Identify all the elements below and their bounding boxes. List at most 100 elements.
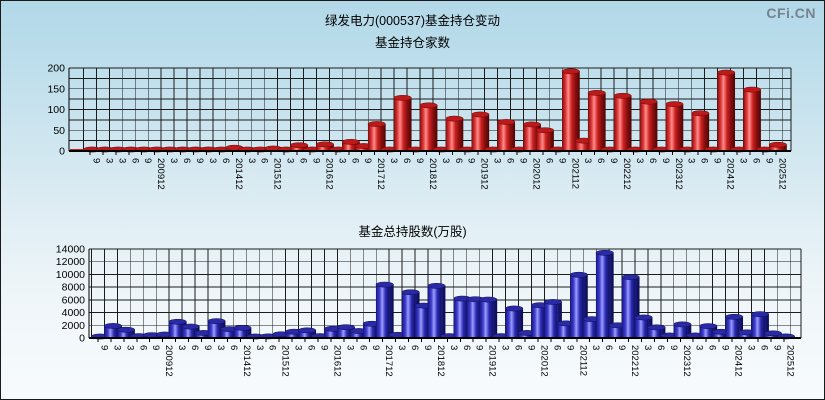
svg-text:6: 6 — [349, 158, 360, 163]
svg-text:3: 3 — [694, 345, 705, 350]
svg-text:9: 9 — [150, 345, 161, 350]
svg-text:3: 3 — [642, 345, 653, 350]
svg-text:9: 9 — [370, 345, 381, 350]
svg-text:200912: 200912 — [155, 158, 166, 190]
chart-bar — [717, 69, 736, 151]
svg-text:3: 3 — [388, 158, 399, 163]
svg-text:9: 9 — [474, 345, 485, 350]
svg-text:202312: 202312 — [673, 158, 684, 190]
page-title: 绿发电力(000537)基金持仓变动 — [324, 14, 501, 28]
svg-text:201812: 201812 — [427, 158, 438, 190]
svg-text:6: 6 — [401, 158, 412, 163]
svg-text:201712: 201712 — [383, 345, 394, 377]
svg-text:202012: 202012 — [538, 345, 549, 377]
svg-text:3: 3 — [634, 158, 645, 163]
svg-text:3: 3 — [396, 345, 407, 350]
svg-text:6: 6 — [137, 345, 148, 350]
svg-text:6: 6 — [409, 345, 420, 350]
svg-text:201812: 201812 — [435, 345, 446, 377]
svg-text:6: 6 — [513, 345, 524, 350]
svg-text:202212: 202212 — [629, 345, 640, 377]
svg-text:150: 150 — [47, 83, 65, 95]
svg-text:6: 6 — [181, 158, 192, 163]
svg-text:9: 9 — [763, 158, 774, 163]
chart-bar — [393, 95, 412, 151]
chart-bar — [673, 321, 692, 338]
svg-text:14000: 14000 — [56, 244, 85, 256]
svg-text:3: 3 — [500, 345, 511, 350]
chart-bar — [621, 274, 640, 338]
svg-text:6: 6 — [707, 345, 718, 350]
svg-text:201612: 201612 — [323, 158, 334, 190]
svg-text:6: 6 — [543, 158, 554, 163]
svg-text:3: 3 — [344, 345, 355, 350]
svg-text:6: 6 — [505, 158, 516, 163]
chart-bar — [561, 68, 580, 151]
svg-text:6: 6 — [189, 345, 200, 350]
svg-text:3: 3 — [737, 158, 748, 163]
svg-text:3: 3 — [492, 158, 503, 163]
svg-text:3: 3 — [246, 158, 257, 163]
chart-bar — [750, 311, 770, 338]
svg-text:9: 9 — [202, 345, 213, 350]
svg-text:3: 3 — [254, 345, 265, 350]
svg-text:8000: 8000 — [62, 282, 86, 294]
svg-text:9: 9 — [564, 345, 575, 350]
svg-text:12000: 12000 — [56, 256, 85, 268]
svg-text:9: 9 — [608, 158, 619, 163]
svg-text:202412: 202412 — [733, 345, 744, 377]
svg-text:201512: 201512 — [272, 158, 283, 190]
chart-bar — [375, 281, 394, 338]
svg-text:202312: 202312 — [681, 345, 692, 377]
svg-text:4000: 4000 — [62, 307, 86, 319]
svg-text:6: 6 — [595, 158, 606, 163]
chart-bar — [613, 92, 632, 151]
svg-text:9: 9 — [142, 158, 153, 163]
chart2-title: 基金总持股数(万股) — [358, 225, 467, 239]
svg-text:6: 6 — [603, 345, 614, 350]
svg-text:3: 3 — [215, 345, 226, 350]
svg-text:6: 6 — [461, 345, 472, 350]
svg-text:9: 9 — [194, 158, 205, 163]
svg-text:9: 9 — [712, 158, 723, 163]
svg-text:201512: 201512 — [280, 345, 291, 377]
svg-text:3: 3 — [285, 158, 296, 163]
svg-text:3: 3 — [582, 158, 593, 163]
svg-text:9: 9 — [310, 158, 321, 163]
svg-text:6: 6 — [551, 345, 562, 350]
svg-text:6: 6 — [129, 158, 140, 163]
svg-text:0: 0 — [59, 146, 65, 158]
svg-text:202412: 202412 — [725, 158, 736, 190]
svg-text:202512: 202512 — [784, 345, 795, 377]
svg-text:3: 3 — [207, 158, 218, 163]
svg-text:9: 9 — [362, 158, 373, 163]
svg-text:6: 6 — [758, 345, 769, 350]
svg-text:2000: 2000 — [62, 320, 86, 332]
chart-bar — [543, 299, 563, 338]
svg-text:9: 9 — [720, 345, 731, 350]
svg-text:6000: 6000 — [62, 294, 86, 306]
svg-text:0: 0 — [79, 333, 85, 345]
chart-bar — [595, 249, 614, 338]
svg-text:6: 6 — [647, 158, 658, 163]
svg-text:201612: 201612 — [331, 345, 342, 377]
svg-text:9: 9 — [414, 158, 425, 163]
cfi-logo: CFi.CN — [766, 5, 816, 21]
svg-text:9: 9 — [771, 345, 782, 350]
svg-text:3: 3 — [745, 345, 756, 350]
chart-bar — [445, 115, 464, 151]
svg-text:9: 9 — [466, 158, 477, 163]
y-axis-labels: 0 50 100 150 200 — [47, 63, 65, 158]
svg-text:9: 9 — [616, 345, 627, 350]
svg-text:3: 3 — [686, 158, 697, 163]
svg-text:3: 3 — [176, 345, 187, 350]
svg-text:202212: 202212 — [621, 158, 632, 190]
svg-text:9: 9 — [668, 345, 679, 350]
svg-text:200912: 200912 — [163, 345, 174, 377]
chart-bar — [233, 324, 252, 338]
svg-text:10000: 10000 — [56, 269, 85, 281]
